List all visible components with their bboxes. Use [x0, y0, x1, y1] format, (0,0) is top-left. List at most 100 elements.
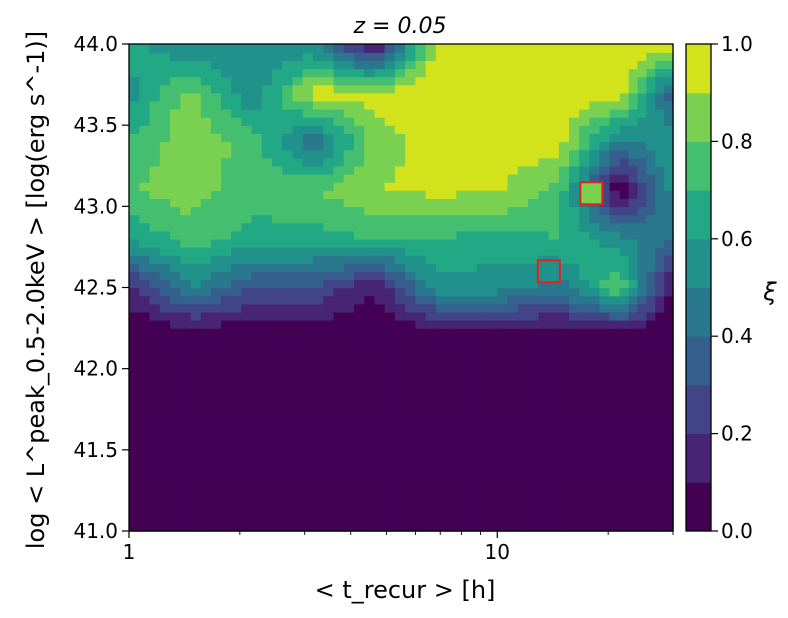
- heatmap-cell: [323, 165, 335, 175]
- heatmap-cell: [353, 181, 365, 191]
- heatmap-cell: [323, 498, 335, 508]
- heatmap-cell: [241, 352, 253, 362]
- heatmap-cell: [637, 76, 648, 86]
- heatmap-cell: [210, 441, 222, 451]
- heatmap-cell: [507, 449, 519, 459]
- heatmap-cell: [628, 52, 639, 61]
- heatmap-cell: [271, 198, 283, 208]
- heatmap-cell: [599, 246, 611, 256]
- heatmap-cell: [231, 441, 242, 451]
- heatmap-cell: [619, 482, 630, 492]
- heatmap-cell: [456, 344, 468, 354]
- heatmap-cell: [384, 393, 396, 402]
- heatmap-cell: [646, 255, 656, 264]
- heatmap-cell: [384, 449, 396, 459]
- heatmap-cell: [251, 214, 263, 224]
- heatmap-cell: [538, 360, 550, 370]
- heatmap-cell: [302, 173, 314, 183]
- heatmap-cell: [282, 108, 294, 118]
- colorbar-tick-label: 0.8: [721, 129, 753, 153]
- heatmap-cell: [292, 214, 304, 224]
- heatmap-cell: [364, 173, 376, 183]
- heatmap-cell: [159, 295, 171, 305]
- heatmap-cell: [569, 474, 580, 483]
- heatmap-cell: [476, 60, 488, 70]
- heatmap-cell: [384, 198, 396, 208]
- heatmap-cell: [619, 230, 630, 240]
- heatmap-cell: [487, 393, 498, 402]
- heatmap-cell: [302, 222, 314, 232]
- heatmap-cell: [619, 384, 630, 394]
- heatmap-cell: [655, 206, 665, 216]
- heatmap-cell: [231, 401, 242, 410]
- heatmap-cell: [579, 149, 591, 159]
- heatmap-cell: [646, 522, 656, 532]
- heatmap-cell: [190, 328, 202, 337]
- heatmap-cell: [170, 514, 182, 524]
- heatmap-cell: [261, 336, 273, 346]
- heatmap-cell: [558, 352, 570, 362]
- heatmap-cell: [149, 449, 161, 459]
- heatmap-cell: [302, 206, 314, 216]
- heatmap-cell: [282, 482, 294, 492]
- heatmap-cell: [456, 181, 468, 191]
- colorbar-tick-label: 1.0: [721, 32, 753, 56]
- heatmap-cell: [446, 92, 458, 102]
- heatmap-cell: [149, 482, 161, 492]
- heatmap-cell: [221, 514, 232, 524]
- heatmap-cell: [149, 271, 161, 281]
- heatmap-cell: [655, 117, 665, 126]
- heatmap-cell: [200, 263, 212, 272]
- heatmap-cell: [425, 44, 437, 53]
- heatmap-cell: [456, 433, 468, 443]
- heatmap-cell: [313, 279, 324, 289]
- heatmap-cell: [180, 319, 192, 329]
- heatmap-cell: [655, 100, 665, 110]
- heatmap-cell: [446, 125, 458, 134]
- heatmap-cell: [579, 141, 591, 151]
- heatmap-cell: [180, 328, 192, 337]
- heatmap-cell: [589, 417, 601, 427]
- colorbar-frame: [685, 43, 712, 532]
- heatmap-cell: [435, 319, 447, 329]
- heatmap-cell: [507, 108, 519, 118]
- heatmap-cell: [476, 255, 488, 264]
- heatmap-cell: [528, 506, 540, 516]
- heatmap-cell: [353, 279, 365, 289]
- heatmap-cell: [655, 506, 665, 516]
- heatmap-cell: [129, 173, 140, 183]
- heatmap-cell: [538, 344, 550, 354]
- heatmap-cell: [353, 384, 365, 394]
- heatmap-cell: [231, 352, 242, 362]
- heatmap-cell: [558, 393, 570, 402]
- heatmap-cell: [394, 376, 406, 386]
- heatmap-cell: [487, 108, 498, 118]
- heatmap-cell: [170, 433, 182, 443]
- heatmap-cell: [302, 384, 314, 394]
- heatmap-cell: [231, 206, 242, 216]
- heatmap-cell: [628, 44, 639, 53]
- heatmap-cell: [343, 514, 355, 524]
- heatmap-cell: [487, 125, 498, 134]
- heatmap-cell: [637, 190, 648, 199]
- heatmap-cell: [282, 44, 294, 53]
- heatmap-cell: [180, 198, 192, 208]
- heatmap-cell: [200, 181, 212, 191]
- heatmap-cell: [528, 303, 540, 313]
- heatmap-cell: [446, 303, 458, 313]
- heatmap-cell: [139, 319, 151, 329]
- heatmap-cell: [129, 401, 140, 410]
- heatmap-cell: [435, 384, 447, 394]
- heatmap-cell: [251, 384, 263, 394]
- heatmap-cell: [664, 449, 674, 459]
- heatmap-cell: [476, 173, 488, 183]
- heatmap-cell: [415, 108, 427, 118]
- heatmap-cell: [292, 474, 304, 483]
- heatmap-cell: [628, 360, 639, 370]
- heatmap-cell: [497, 44, 509, 53]
- heatmap-cell: [589, 457, 601, 467]
- heatmap-cell: [507, 401, 519, 410]
- heatmap-cell: [241, 425, 253, 435]
- heatmap-cell: [655, 360, 665, 370]
- heatmap-cell: [619, 133, 630, 143]
